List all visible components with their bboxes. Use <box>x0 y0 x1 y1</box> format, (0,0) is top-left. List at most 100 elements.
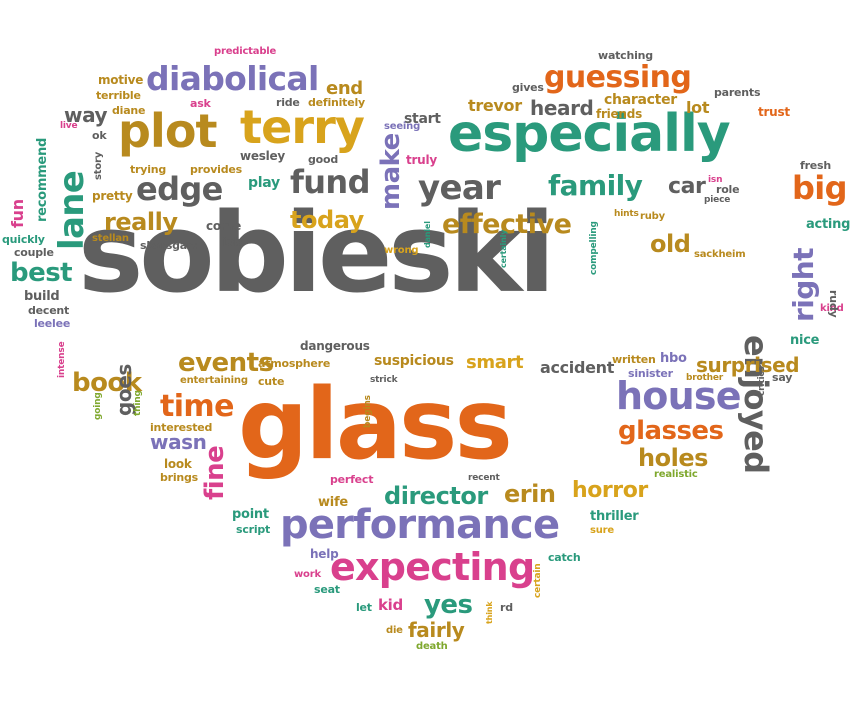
word-sinister: sinister <box>628 367 673 380</box>
word-wife: wife <box>318 495 348 510</box>
word-interested: interested <box>150 421 213 434</box>
word-stellan: stellan <box>92 233 129 244</box>
word-look: look <box>164 457 192 471</box>
word-motive: motive <box>98 73 144 87</box>
word-think: think <box>485 601 494 624</box>
word-smart: smart <box>466 352 524 373</box>
word-couple: couple <box>14 246 54 259</box>
word-trust: trust <box>758 105 790 119</box>
word-glasses: glasses <box>618 416 724 446</box>
word-say: say <box>772 371 793 384</box>
word-brings: brings <box>160 471 199 484</box>
word-point: point <box>232 507 269 522</box>
word-written: written <box>612 353 656 366</box>
word-lot: lot <box>686 98 710 117</box>
word-script: script <box>236 523 271 536</box>
word-performance: performance <box>280 502 560 548</box>
word-diabolical: diabolical <box>146 59 319 98</box>
word-provides: provides <box>190 163 242 176</box>
word-watching: watching <box>598 49 653 62</box>
word-accident: accident <box>540 358 615 377</box>
word-events: events <box>178 348 274 378</box>
word-wasn: wasn <box>150 430 207 454</box>
word-rd: rd <box>500 601 513 614</box>
word-perfect: perfect <box>330 473 374 486</box>
word-ok: ok <box>92 129 107 142</box>
word-wesley: wesley <box>240 149 286 163</box>
word-fairly: fairly <box>408 618 465 642</box>
word-suspicious: suspicious <box>374 353 454 369</box>
word-certain: certain <box>533 563 543 599</box>
word-year: year <box>418 168 501 208</box>
word-terrible: terrible <box>96 89 141 102</box>
word-ask: ask <box>190 97 211 110</box>
word-parents: parents <box>714 86 761 99</box>
word-intense: intense <box>57 341 67 378</box>
word-trying: trying <box>130 163 167 176</box>
word-surprised: surprised <box>696 353 800 377</box>
word-leelee: leelee <box>34 317 71 330</box>
word-brother: brother <box>686 373 724 383</box>
word-certainly: certainly <box>499 229 508 268</box>
word-house: house <box>616 374 742 418</box>
word-good: good <box>308 153 338 166</box>
word-realistic: realistic <box>654 469 698 480</box>
word-predictable: predictable <box>214 46 277 57</box>
word-family: family <box>548 169 643 202</box>
word-old: old <box>650 230 691 258</box>
word-atmosphere: atmosphere <box>258 357 331 370</box>
word-terry: terry <box>240 100 365 154</box>
word-decent: decent <box>28 304 70 317</box>
word-book: book <box>72 368 142 398</box>
word-sackheim: sackheim <box>694 249 746 260</box>
word-critics: critics <box>757 366 767 396</box>
word-let: let <box>356 601 372 614</box>
word-expecting: expecting <box>330 545 535 589</box>
word-holes: holes <box>638 444 708 472</box>
word-acting: acting <box>806 217 851 232</box>
word-especially: especially <box>448 104 731 164</box>
word-right: right <box>787 248 820 322</box>
word-end: end <box>326 78 363 99</box>
word-role: role <box>716 183 740 196</box>
word-wrong: wrong <box>384 245 419 256</box>
word-edge: edge <box>136 170 223 208</box>
word-quickly: quickly <box>2 233 45 246</box>
word-build: build <box>24 289 60 304</box>
word-trevor: trevor <box>468 96 522 115</box>
word-fresh: fresh <box>800 159 831 172</box>
word-entertaining: entertaining <box>180 375 248 386</box>
word-come: come <box>206 219 242 233</box>
word-sobieski: sobieski <box>78 189 556 317</box>
word-lane: lane <box>52 170 92 250</box>
word-recent: recent <box>468 473 500 483</box>
word-rudy: rudy <box>827 290 840 318</box>
word-live: live <box>60 121 78 131</box>
word-yes: yes <box>424 590 473 620</box>
word-plot: plot <box>118 104 218 158</box>
word-fund: fund <box>290 163 370 201</box>
word-piece: piece <box>704 195 731 205</box>
word-die: die <box>386 625 403 636</box>
word-guessing: guessing <box>544 60 692 95</box>
word-nice: nice <box>790 333 820 348</box>
word-diane: diane <box>112 104 146 117</box>
word-definitely: definitely <box>308 96 365 109</box>
word-glass: glass <box>238 368 513 482</box>
word-way: way <box>64 103 108 127</box>
word-gives: gives <box>512 81 544 94</box>
word-skarsgard: skarsgard <box>140 239 200 252</box>
word-kid: kid <box>378 596 403 614</box>
word-strick: strick <box>370 375 398 385</box>
word-ruby: ruby <box>640 211 665 222</box>
word-help: help <box>310 547 339 561</box>
word-best: best <box>10 258 73 288</box>
word-sure: sure <box>590 525 614 536</box>
word-daniel: daniel <box>423 221 432 248</box>
word-work: work <box>294 569 321 580</box>
word-today: today <box>290 206 364 234</box>
word-going: going <box>93 392 103 420</box>
word-story: story <box>93 151 104 180</box>
word-pretty: pretty <box>92 189 133 203</box>
